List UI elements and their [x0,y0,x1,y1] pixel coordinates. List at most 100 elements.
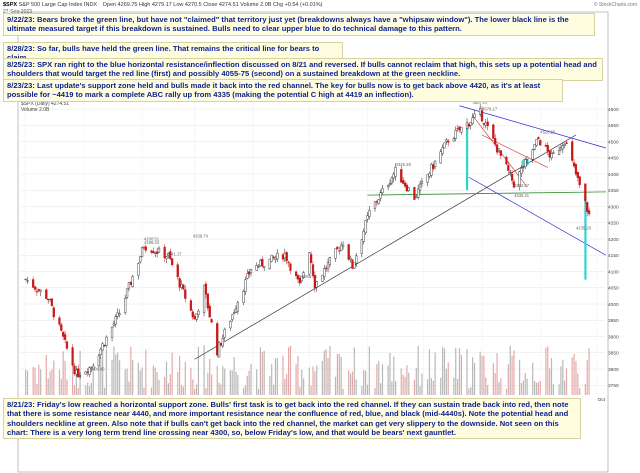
volume-bar [195,384,198,395]
candle [310,254,313,263]
volume-bar [220,384,222,395]
candle [77,368,80,378]
volume-bar [329,346,331,395]
volume-bar [426,379,429,395]
volume-bar [118,360,121,395]
candle [576,171,579,178]
candle [507,165,510,171]
volume-bar [102,350,104,395]
volume-bar [453,377,455,395]
price-annotation: 4195.44 [144,240,160,245]
volume-bar [539,380,541,395]
candle [92,365,95,371]
volume-bar [180,385,183,395]
volume-bar [53,360,55,395]
candle [525,156,529,160]
y-tick-label: 4100 [608,269,619,275]
candle [210,319,213,323]
volume-bars [25,345,590,395]
x-tick-label: Oct [598,397,606,403]
volume-bar [141,367,143,395]
volume-bar [284,378,286,395]
volume-bar [299,387,301,395]
candle [50,298,54,306]
volume-bar [156,372,158,395]
volume-bar [289,345,292,395]
volume-bar [88,386,91,395]
volume-bar [428,349,431,395]
candle [413,187,416,200]
volume-bar [177,372,179,395]
candle [441,147,444,154]
note-8-21: 8/21/23: Friday's low reached a horizont… [3,398,581,440]
candle [229,321,232,329]
candle [163,246,166,259]
price-annotation: 4579.17 [482,107,498,112]
candle [285,252,288,262]
candle [202,284,206,313]
candle [559,147,563,150]
candle [586,202,589,212]
volume-bar [348,370,350,395]
volume-bar [381,364,384,395]
candle [584,183,587,201]
candle [492,124,495,139]
candle [522,166,525,169]
volume-bar [105,349,107,395]
y-tick-label: 4550 [608,123,619,129]
legend: $SPX (Daily) 4274.51 Volume 2.0B [21,101,69,113]
candle [375,201,378,203]
volume-bar [272,384,275,395]
candle [276,252,279,260]
candle [216,323,219,356]
candle [433,160,437,167]
volume-bar [511,355,513,395]
volume-bar [58,369,61,395]
candle [71,347,74,366]
candle [169,251,172,260]
candle [189,300,193,311]
volume-bar [351,371,354,395]
candle [75,369,78,375]
volume-bar [368,346,370,395]
candle [176,264,179,277]
candle [144,246,147,251]
volume-bar [483,355,485,395]
volume-bar [363,370,365,395]
volume-bar [203,345,205,395]
volume-bar [231,370,233,395]
volume-bar [334,376,337,395]
candle [531,149,534,160]
volume-bar [184,361,186,395]
note-9-22: 9/22/23: Bears broke the green line, but… [3,13,595,36]
volume-bar [526,378,528,395]
volume-bar [355,379,357,395]
y-tick-label: 3800 [608,367,619,373]
volume-bar [257,388,260,395]
volume-bar [492,363,494,395]
candle [328,257,332,265]
candle [497,148,501,152]
volume-bar [421,373,423,395]
candle [340,244,343,251]
candle [154,252,157,254]
candle [32,279,35,288]
volume-bar [145,349,147,395]
volume-bar [361,385,363,395]
volume-bar [246,375,248,395]
volume-bar [152,365,154,395]
candle [308,252,311,275]
candle [249,269,253,274]
volume-bar [434,352,436,395]
volume-bar [479,351,481,395]
volume-bar [500,378,502,395]
volume-bar [295,364,297,395]
volume-bar [575,360,577,395]
candle [118,313,121,316]
volume-bar [417,345,419,395]
candle [182,284,185,290]
candle [430,164,433,176]
volume-bar [466,349,468,395]
candle [112,323,116,326]
volume-bar [571,357,573,395]
